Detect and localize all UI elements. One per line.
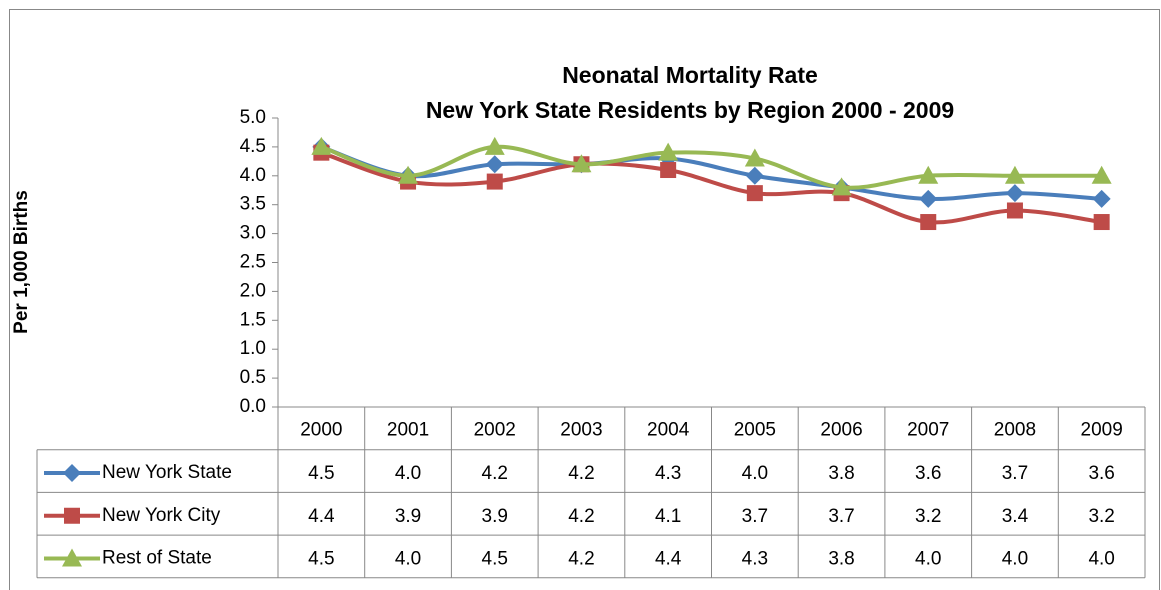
table-value: 4.4: [655, 548, 682, 569]
data-point: [1092, 189, 1111, 208]
table-value: 4.2: [568, 548, 594, 569]
legend-marker: [62, 548, 82, 567]
data-point: [571, 154, 592, 173]
data-point: [920, 214, 937, 231]
x-tick-label: 2007: [907, 419, 949, 440]
table-value: 3.7: [742, 506, 768, 527]
data-point: [744, 148, 765, 167]
table-value: 3.2: [915, 506, 941, 527]
table-value: 4.0: [395, 463, 421, 484]
table-value: 3.9: [482, 506, 508, 527]
table-value: 3.7: [828, 506, 854, 527]
table-value: 4.2: [482, 463, 508, 484]
table-value: 3.8: [828, 463, 854, 484]
x-tick-label: 2004: [647, 419, 690, 440]
data-point: [1004, 165, 1025, 184]
series-line: [320, 150, 1102, 225]
data-point: [1093, 214, 1110, 231]
data-point: [1006, 202, 1023, 219]
table-value: 3.4: [1002, 506, 1029, 527]
y-tick-label: 2.0: [240, 280, 266, 301]
table-value: 4.5: [308, 548, 334, 569]
y-tick-label: 0.0: [240, 396, 266, 417]
x-tick-label: 2005: [734, 419, 776, 440]
x-tick-label: 2001: [387, 419, 429, 440]
legend-marker: [63, 464, 81, 483]
x-tick-label: 2009: [1081, 419, 1123, 440]
data-point: [485, 155, 504, 174]
x-tick-label: 2006: [820, 419, 862, 440]
data-point: [398, 165, 419, 184]
table-value: 4.0: [1088, 548, 1114, 569]
y-tick-label: 1.5: [240, 309, 266, 330]
x-tick-label: 2002: [474, 419, 516, 440]
y-tick-label: 5.0: [240, 107, 266, 128]
table-value: 4.4: [308, 506, 335, 527]
data-point: [484, 136, 505, 155]
y-axis-label: Per 1,000 Births: [11, 190, 32, 334]
data-point: [831, 177, 852, 196]
table-value: 4.0: [395, 548, 421, 569]
y-tick-label: 3.5: [240, 194, 266, 215]
table-value: 4.3: [655, 463, 681, 484]
table-value: 4.5: [482, 548, 508, 569]
y-tick-label: 2.5: [240, 252, 266, 273]
table-value: 4.0: [1002, 548, 1028, 569]
data-point: [311, 136, 332, 155]
legend-label: Rest of State: [102, 547, 212, 568]
table-value: 3.9: [395, 506, 421, 527]
table-value: 3.6: [915, 463, 941, 484]
x-tick-label: 2008: [994, 419, 1036, 440]
data-point: [1005, 184, 1024, 203]
legend-label: New York City: [102, 505, 221, 526]
x-tick-label: 2003: [560, 419, 602, 440]
y-tick-label: 0.5: [240, 367, 266, 388]
table-value: 4.0: [742, 463, 768, 484]
table-value: 4.1: [655, 506, 681, 527]
chart-title: Neonatal Mortality Rate: [562, 62, 818, 88]
table-value: 3.7: [1002, 463, 1028, 484]
data-point: [919, 189, 938, 208]
table-value: 4.0: [915, 548, 941, 569]
data-point: [918, 165, 939, 184]
data-point: [746, 185, 763, 202]
data-point: [745, 166, 764, 185]
data-point: [486, 173, 503, 190]
y-tick-label: 4.0: [240, 165, 266, 186]
table-value: 3.8: [828, 548, 854, 569]
legend-label: New York State: [102, 462, 232, 483]
y-tick-label: 1.0: [240, 338, 266, 359]
series-line: [320, 144, 1102, 190]
chart-subtitle: New York State Residents by Region 2000 …: [426, 97, 954, 123]
data-point: [660, 162, 677, 179]
chart-border: [9, 9, 1160, 590]
table-value: 4.2: [568, 463, 594, 484]
table-value: 3.6: [1088, 463, 1114, 484]
y-tick-label: 3.0: [240, 223, 266, 244]
table-value: 4.3: [742, 548, 768, 569]
table-value: 4.2: [568, 506, 594, 527]
x-tick-label: 2000: [300, 419, 342, 440]
table-value: 3.2: [1088, 506, 1114, 527]
data-point: [658, 142, 679, 161]
legend-marker: [64, 507, 80, 524]
y-tick-label: 4.5: [240, 136, 266, 157]
table-value: 4.5: [308, 463, 334, 484]
series-line: [320, 145, 1102, 201]
data-point: [1091, 165, 1112, 184]
